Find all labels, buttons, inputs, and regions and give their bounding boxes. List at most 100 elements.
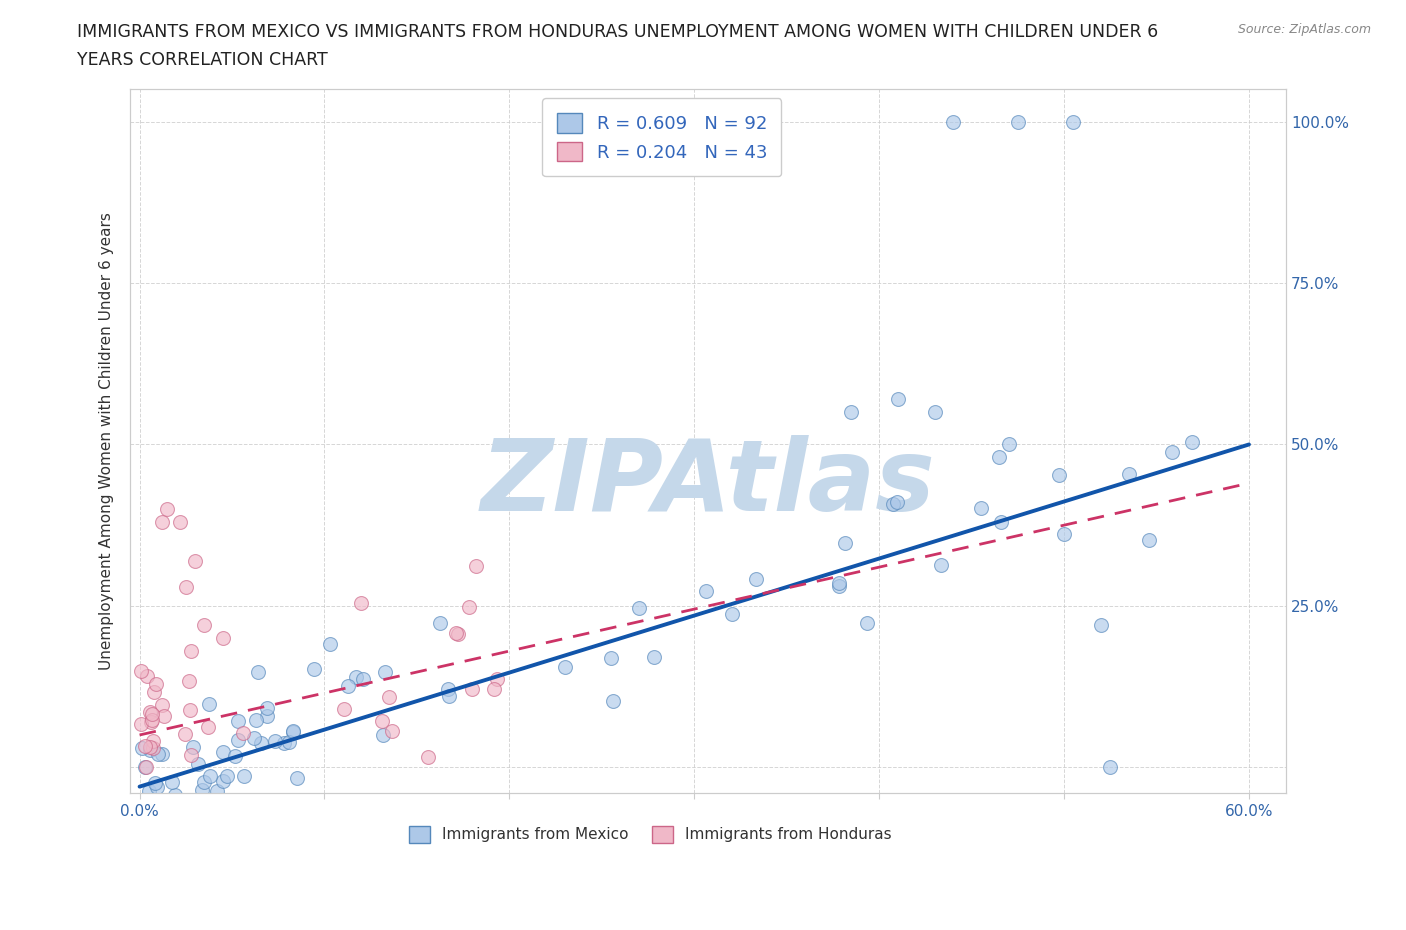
- Point: [1160, 445, 1182, 459]
- Point: [180, 748, 202, 763]
- Point: [381, 724, 404, 738]
- Point: [141, 707, 163, 722]
- Point: [249, 792, 271, 807]
- Point: [136, 669, 159, 684]
- Point: [628, 601, 651, 616]
- Point: [205, 783, 228, 798]
- Text: YEARS CORRELATION CHART: YEARS CORRELATION CHART: [77, 51, 328, 69]
- Point: [1047, 468, 1070, 483]
- Point: [437, 682, 460, 697]
- Point: [1181, 435, 1204, 450]
- Point: [143, 684, 166, 699]
- Point: [134, 760, 156, 775]
- Point: [841, 405, 863, 419]
- Point: [139, 743, 162, 758]
- Point: [180, 644, 202, 658]
- Point: [150, 698, 173, 712]
- Point: [1137, 533, 1160, 548]
- Point: [247, 665, 270, 680]
- Point: [245, 712, 267, 727]
- Point: [226, 792, 249, 807]
- Point: [191, 783, 214, 798]
- Point: [150, 514, 173, 529]
- Point: [437, 688, 460, 703]
- Point: [146, 747, 169, 762]
- Point: [344, 670, 367, 684]
- Point: [602, 694, 624, 709]
- Point: [174, 579, 197, 594]
- Point: [350, 595, 373, 610]
- Point: [232, 725, 254, 740]
- Point: [970, 500, 993, 515]
- Point: [153, 709, 176, 724]
- Point: [886, 392, 908, 406]
- Point: [142, 734, 165, 749]
- Point: [371, 727, 394, 742]
- Point: [997, 437, 1019, 452]
- Point: [429, 616, 451, 631]
- Point: [444, 626, 467, 641]
- Point: [145, 779, 167, 794]
- Point: [172, 792, 194, 807]
- Point: [264, 733, 287, 748]
- Point: [277, 735, 299, 750]
- Point: [174, 726, 197, 741]
- Point: [256, 701, 278, 716]
- Point: [152, 746, 174, 761]
- Point: [486, 671, 509, 686]
- Point: [378, 690, 401, 705]
- Point: [193, 775, 215, 790]
- Point: [131, 792, 153, 807]
- Point: [187, 757, 209, 772]
- Point: [198, 768, 221, 783]
- Point: [184, 553, 207, 568]
- Point: [142, 740, 165, 755]
- Point: [461, 681, 484, 696]
- Point: [256, 708, 278, 723]
- Point: [249, 736, 271, 751]
- Point: [190, 792, 212, 807]
- Point: [156, 792, 179, 807]
- Point: [1062, 114, 1084, 129]
- Point: [197, 697, 219, 711]
- Point: [162, 774, 184, 789]
- Point: [141, 715, 163, 730]
- Point: [1007, 114, 1029, 129]
- Point: [855, 616, 877, 631]
- Point: [186, 792, 208, 807]
- Point: [143, 776, 166, 790]
- Point: [228, 713, 250, 728]
- Point: [233, 769, 256, 784]
- Point: [156, 501, 179, 516]
- Point: [131, 663, 153, 678]
- Point: [212, 774, 235, 789]
- Point: [882, 497, 904, 512]
- Point: [695, 583, 717, 598]
- Y-axis label: Unemployment Among Women with Children Under 6 years: Unemployment Among Women with Children U…: [100, 212, 114, 671]
- Point: [482, 682, 505, 697]
- Point: [283, 724, 305, 738]
- Point: [371, 713, 394, 728]
- Point: [447, 627, 470, 642]
- Point: [834, 536, 856, 551]
- Point: [745, 571, 768, 586]
- Point: [148, 792, 170, 807]
- Point: [990, 514, 1012, 529]
- Point: [464, 559, 486, 574]
- Point: [131, 717, 153, 732]
- Point: [134, 738, 156, 753]
- Point: [600, 651, 623, 666]
- Point: [721, 607, 744, 622]
- Point: [827, 576, 849, 591]
- Point: [931, 557, 953, 572]
- Point: [179, 674, 201, 689]
- Point: [1099, 760, 1122, 775]
- Point: [1090, 618, 1112, 632]
- Point: [212, 745, 235, 760]
- Text: IMMIGRANTS FROM MEXICO VS IMMIGRANTS FROM HONDURAS UNEMPLOYMENT AMONG WOMEN WITH: IMMIGRANTS FROM MEXICO VS IMMIGRANTS FRO…: [77, 23, 1159, 41]
- Point: [135, 760, 157, 775]
- Point: [302, 662, 325, 677]
- Point: [131, 792, 153, 807]
- Point: [163, 788, 186, 803]
- Point: [138, 704, 160, 719]
